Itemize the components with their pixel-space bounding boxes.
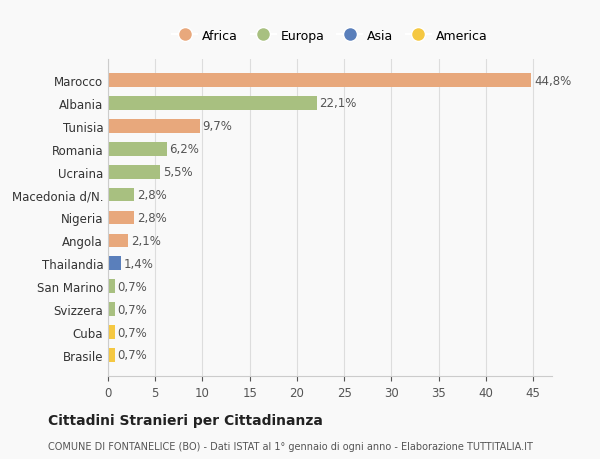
- Text: 0,7%: 0,7%: [118, 349, 147, 362]
- Text: 2,8%: 2,8%: [137, 189, 167, 202]
- Text: COMUNE DI FONTANELICE (BO) - Dati ISTAT al 1° gennaio di ogni anno - Elaborazion: COMUNE DI FONTANELICE (BO) - Dati ISTAT …: [48, 441, 533, 451]
- Bar: [108, 143, 167, 157]
- Bar: [108, 120, 200, 134]
- Text: 0,7%: 0,7%: [118, 280, 147, 293]
- Text: 22,1%: 22,1%: [320, 97, 357, 110]
- Bar: [108, 97, 317, 111]
- Text: 5,5%: 5,5%: [163, 166, 193, 179]
- Text: 6,2%: 6,2%: [169, 143, 199, 156]
- Legend: Africa, Europa, Asia, America: Africa, Europa, Asia, America: [167, 25, 493, 48]
- Bar: [108, 165, 160, 179]
- Text: 44,8%: 44,8%: [534, 74, 571, 87]
- Bar: [108, 257, 121, 271]
- Bar: [108, 211, 134, 225]
- Text: 1,4%: 1,4%: [124, 257, 154, 270]
- Bar: [108, 348, 115, 362]
- Bar: [108, 302, 115, 316]
- Text: 9,7%: 9,7%: [202, 120, 232, 133]
- Text: Cittadini Stranieri per Cittadinanza: Cittadini Stranieri per Cittadinanza: [48, 413, 323, 427]
- Bar: [108, 74, 531, 88]
- Text: 2,8%: 2,8%: [137, 212, 167, 224]
- Bar: [108, 188, 134, 202]
- Bar: [108, 280, 115, 293]
- Text: 2,1%: 2,1%: [131, 235, 161, 247]
- Text: 0,7%: 0,7%: [118, 326, 147, 339]
- Text: 0,7%: 0,7%: [118, 303, 147, 316]
- Bar: [108, 325, 115, 339]
- Bar: [108, 234, 128, 248]
